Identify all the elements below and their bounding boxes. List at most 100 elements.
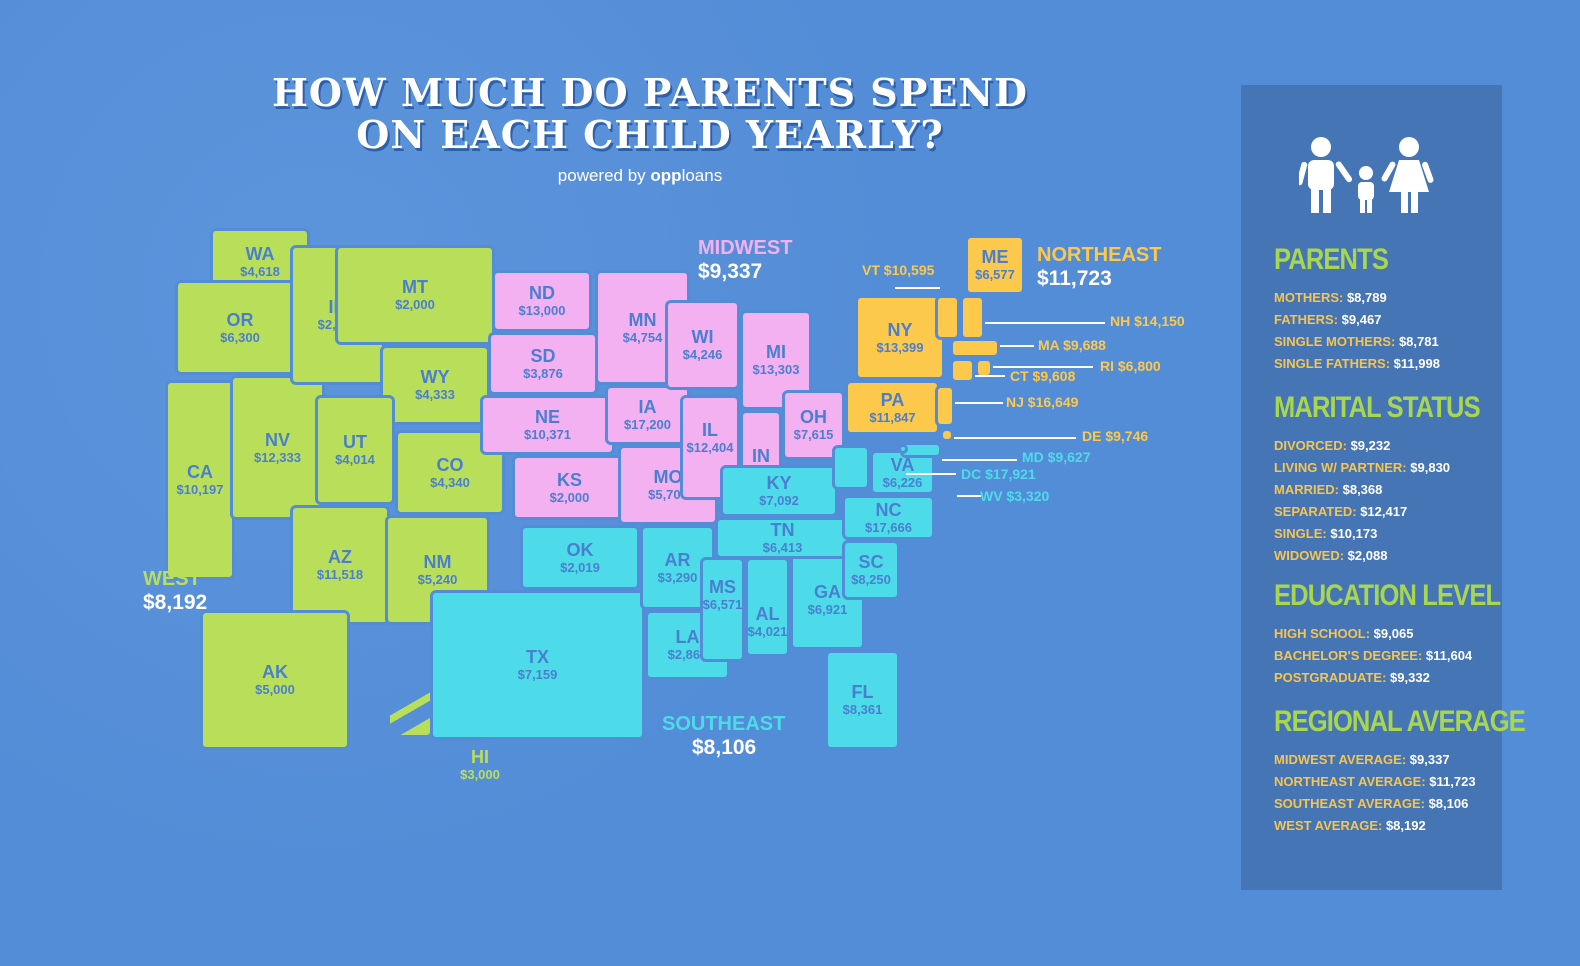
state-code: IN bbox=[752, 446, 770, 466]
state-code: NC bbox=[875, 499, 902, 520]
state-value: $5,000 bbox=[255, 682, 295, 697]
region-value: $8,192 bbox=[143, 591, 208, 614]
section-heading: REGIONAL AVERAGE bbox=[1274, 705, 1526, 738]
state-sd: SD $3,876 bbox=[488, 332, 598, 395]
state-code: WA bbox=[245, 244, 275, 264]
stat-row: WEST AVERAGE: $8,192 bbox=[1274, 815, 1569, 837]
state-wi: WI $4,246 bbox=[665, 300, 740, 390]
stat-row: FATHERS: $9,467 bbox=[1274, 309, 1440, 331]
state-value: $2,000 bbox=[395, 297, 435, 312]
stat-label: FATHERS: bbox=[1274, 312, 1342, 327]
stat-row: MARRIED: $8,368 bbox=[1274, 479, 1516, 501]
state-ne: NE $10,371 bbox=[480, 395, 615, 455]
stat-label: MOTHERS: bbox=[1274, 290, 1347, 305]
region-label-west: WEST $8,192 bbox=[143, 567, 207, 615]
state-value: $10,371 bbox=[524, 427, 571, 442]
state-code: WI bbox=[691, 327, 714, 347]
state-value: $4,618 bbox=[240, 264, 280, 279]
state-pa: PA $11,847 bbox=[845, 380, 940, 435]
state-ca: CA $10,197 bbox=[165, 380, 235, 580]
stat-value: $8,781 bbox=[1398, 334, 1439, 349]
state-code: MT bbox=[402, 277, 428, 297]
state-ok: OK $2,019 bbox=[520, 525, 640, 590]
stat-value: $8,192 bbox=[1385, 818, 1426, 833]
state-code: WY bbox=[420, 367, 450, 387]
state-code: CO bbox=[436, 454, 464, 475]
region-name: SOUTHEAST bbox=[662, 713, 786, 735]
stat-value: $9,332 bbox=[1390, 670, 1430, 685]
state-nj bbox=[935, 385, 955, 427]
state-wy: WY $4,333 bbox=[380, 345, 490, 425]
callout-ma: MA $9,688 bbox=[1038, 337, 1106, 353]
callout-line bbox=[985, 322, 1105, 324]
stat-label: MIDWEST AVERAGE: bbox=[1274, 752, 1410, 767]
state-code: AZ bbox=[328, 547, 352, 567]
state-value: $3,000 bbox=[460, 767, 500, 782]
state-value: $13,399 bbox=[876, 339, 924, 355]
state-value: $5,240 bbox=[417, 572, 458, 587]
state-code: AL bbox=[755, 604, 780, 624]
callout-vt: VT $10,595 bbox=[862, 262, 935, 278]
stats-panel: PARENTS MOTHERS: $8,789 FATHERS: $9,467 SIN… bbox=[1241, 85, 1526, 890]
state-tx: TX $7,159 bbox=[430, 590, 645, 740]
callout-line bbox=[906, 473, 956, 475]
stat-value: $9,830 bbox=[1410, 460, 1451, 475]
state-code: OK bbox=[566, 539, 594, 560]
stat-row: NORTHEAST AVERAGE: $11,723 bbox=[1274, 771, 1569, 793]
callout-line bbox=[975, 375, 1005, 377]
state-ut: UT $4,014 bbox=[315, 395, 395, 505]
state-code: ND bbox=[529, 283, 555, 303]
stat-row: WIDOWED: $2,088 bbox=[1274, 545, 1516, 567]
brand-logo-rest: loans bbox=[681, 166, 723, 185]
state-code: PA bbox=[880, 389, 905, 410]
callout-line bbox=[993, 366, 1093, 368]
state-code: GA bbox=[814, 582, 841, 602]
state-ms: MS $6,571 bbox=[700, 557, 745, 662]
callout-md: MD $9,627 bbox=[1022, 449, 1091, 465]
state-al: AL $4,021 bbox=[745, 557, 790, 657]
state-value: $6,300 bbox=[220, 329, 260, 345]
state-tn: TN $6,413 bbox=[715, 517, 850, 559]
state-az: AZ $11,518 bbox=[290, 505, 390, 625]
state-de bbox=[940, 428, 954, 442]
state-value: $2,000 bbox=[549, 489, 590, 505]
state-value: $6,577 bbox=[975, 267, 1015, 282]
state-value: $12,333 bbox=[254, 449, 301, 465]
state-value: $11,847 bbox=[869, 409, 916, 425]
stat-label: BACHELOR'S DEGREE: bbox=[1274, 648, 1426, 663]
region-value: $8,106 bbox=[692, 736, 757, 759]
callout-ri: RI $6,800 bbox=[1100, 358, 1161, 374]
state-dc bbox=[898, 444, 908, 454]
state-code: NV bbox=[264, 429, 290, 450]
callout-ct: CT $9,608 bbox=[1010, 368, 1076, 384]
state-value: $4,754 bbox=[622, 329, 663, 345]
state-va: VA $6,226 bbox=[870, 450, 935, 495]
state-value: $8,361 bbox=[842, 702, 883, 717]
stat-value: $11,998 bbox=[1393, 356, 1440, 371]
stat-label: POSTGRADUATE: bbox=[1274, 670, 1391, 685]
stat-label: NORTHEAST AVERAGE: bbox=[1274, 774, 1430, 789]
callout-wv: WV $3,320 bbox=[980, 488, 1050, 504]
stat-label: SINGLE MOTHERS: bbox=[1274, 334, 1399, 349]
state-value: $7,092 bbox=[759, 493, 799, 508]
state-value: $17,200 bbox=[624, 417, 671, 432]
callout-line bbox=[957, 495, 981, 497]
section-heading: MARITAL STATUS bbox=[1274, 391, 1481, 424]
state-ia: IA $17,200 bbox=[605, 385, 690, 445]
state-code: HI bbox=[471, 747, 489, 767]
state-code: AR bbox=[664, 549, 691, 570]
state-value: $3,290 bbox=[657, 569, 698, 585]
region-name: MIDWEST bbox=[698, 237, 793, 259]
state-me: ME $6,577 bbox=[965, 235, 1025, 295]
state-value: $11,518 bbox=[316, 567, 364, 582]
stat-value: $10,173 bbox=[1330, 526, 1378, 541]
state-value: $4,340 bbox=[430, 474, 470, 490]
state-code: KS bbox=[556, 469, 582, 490]
section-heading: PARENTS bbox=[1274, 243, 1389, 276]
state-code: SD bbox=[530, 345, 556, 366]
stat-row: SINGLE FATHERS: $11,998 bbox=[1274, 353, 1440, 375]
state-value: $13,000 bbox=[518, 303, 566, 318]
callout-line bbox=[954, 437, 1076, 439]
state-value: $7,615 bbox=[793, 427, 834, 442]
stat-label: SEPARATED: bbox=[1274, 504, 1361, 519]
